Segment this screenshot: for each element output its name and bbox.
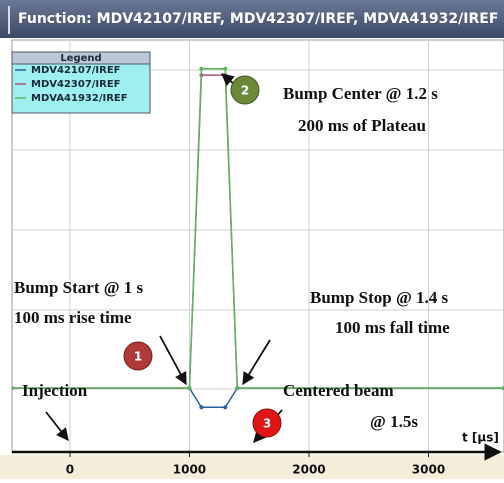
arrow bbox=[45, 411, 69, 441]
data-point bbox=[187, 386, 192, 391]
annotation: 100 ms fall time bbox=[335, 318, 450, 337]
legend-label: MDVA41932/IREF bbox=[31, 93, 128, 104]
marker-label: 3 bbox=[263, 417, 271, 431]
annotation: Centered beam bbox=[283, 381, 394, 400]
data-point bbox=[223, 405, 228, 410]
annotation: Bump Start @ 1 s bbox=[14, 278, 144, 297]
annotation: 200 ms of Plateau bbox=[298, 116, 426, 135]
data-point bbox=[12, 386, 14, 391]
title-bar bbox=[0, 0, 504, 38]
title-bar-edge bbox=[8, 6, 10, 34]
annotation: Bump Stop @ 1.4 s bbox=[310, 288, 449, 307]
x-tick-label: 3000 bbox=[412, 463, 445, 477]
arrow bbox=[242, 339, 271, 386]
data-point bbox=[235, 386, 240, 391]
annotation: Injection bbox=[22, 381, 88, 400]
legend-label: MDV42107/IREF bbox=[31, 65, 121, 76]
marker-label: 2 bbox=[241, 84, 249, 98]
x-axis-strip bbox=[0, 455, 504, 479]
marker-label: 1 bbox=[134, 350, 142, 364]
data-point bbox=[199, 66, 204, 71]
x-tick-label: 2000 bbox=[292, 463, 325, 477]
annotation: 100 ms rise time bbox=[14, 308, 132, 327]
data-point bbox=[223, 66, 228, 71]
annotation: Bump Center @ 1.2 s bbox=[283, 84, 438, 103]
x-tick-label: 0 bbox=[66, 463, 74, 477]
legend-title: Legend bbox=[60, 53, 101, 64]
x-tick-label: 1000 bbox=[173, 463, 206, 477]
data-point bbox=[199, 405, 204, 410]
arrow bbox=[221, 73, 235, 87]
marker-circle bbox=[252, 408, 282, 438]
legend-header bbox=[11, 51, 151, 65]
x-axis-label: t [µs] bbox=[462, 431, 499, 445]
annotation: @ 1.5s bbox=[370, 412, 418, 431]
series-line bbox=[12, 67, 504, 389]
chart-title: Function: MDV42107/IREF, MDV42307/IREF, … bbox=[18, 11, 498, 27]
marker-circle bbox=[123, 341, 153, 371]
arrow bbox=[159, 335, 187, 386]
legend-label: MDV42307/IREF bbox=[31, 79, 121, 90]
marker-circle bbox=[230, 75, 260, 105]
